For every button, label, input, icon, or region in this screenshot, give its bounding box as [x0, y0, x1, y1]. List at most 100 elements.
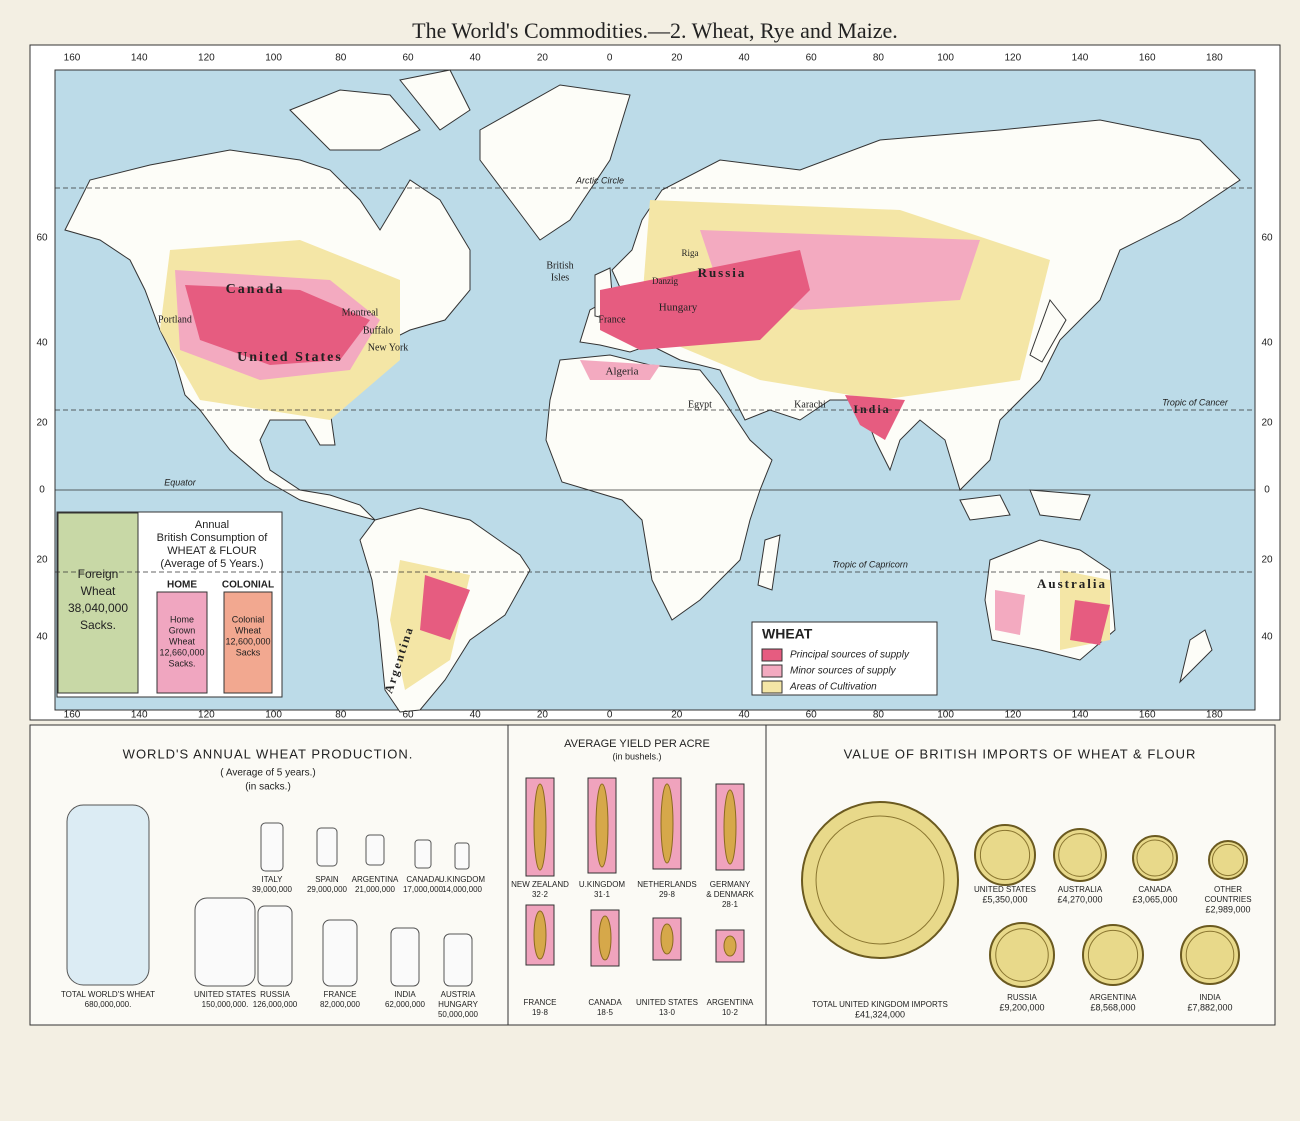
item-name: UNITED STATES [974, 885, 1036, 894]
sack-icon [365, 834, 385, 866]
inset-text: 12,600,000 [225, 636, 270, 646]
item-name: RUSSIA [260, 990, 290, 999]
latitude-label: 40 [36, 632, 48, 643]
inset-text: Sacks. [80, 618, 116, 632]
inset-text: Foreign [78, 567, 119, 581]
place-label: India [853, 402, 890, 416]
inset-heading: WHEAT & FLOUR [167, 545, 256, 557]
sack-icon [194, 897, 256, 987]
longitude-label: 0 [607, 53, 613, 64]
legend-label: Principal sources of supply [790, 650, 910, 661]
new-zealand [1179, 629, 1213, 684]
reference-line-label: Tropic of Capricorn [832, 559, 908, 569]
longitude-label: 140 [1072, 710, 1089, 721]
place-label: Canada [226, 282, 285, 297]
coin-rim [1087, 929, 1139, 981]
legend-label: Minor sources of supply [790, 666, 897, 677]
inset-text: Wheat [81, 584, 116, 598]
sack-icon [414, 839, 432, 869]
item-value: 19·8 [532, 1008, 549, 1017]
item-value: 31·1 [594, 890, 611, 899]
panel-title: WORLD'S ANNUAL WHEAT PRODUCTION. [123, 746, 414, 761]
principal-zone [845, 395, 905, 440]
longitude-label: 40 [470, 710, 482, 721]
item-value: £4,270,000 [1057, 894, 1102, 904]
arctic-islands [399, 69, 471, 131]
indonesia [959, 494, 1011, 521]
principal-zone [185, 285, 370, 365]
sack-icon [260, 822, 284, 872]
coin-rim [979, 829, 1031, 881]
item-value: 14,000,000 [442, 885, 483, 894]
reference-line-label: Tropic of Cancer [1162, 397, 1229, 407]
sack-icon [454, 842, 470, 870]
item-name: ARGENTINA [1090, 993, 1137, 1002]
coin [1053, 828, 1107, 882]
item-value: £2,989,000 [1205, 904, 1250, 914]
item-name: SPAIN [315, 875, 339, 884]
reference-line-label: Equator [164, 477, 197, 487]
longitude-label: 180 [1206, 53, 1223, 64]
longitude-label: 160 [64, 710, 81, 721]
coin-rim [1211, 843, 1245, 877]
item-name: FRANCE [524, 998, 557, 1007]
latitude-label: 40 [36, 338, 48, 349]
item-name: INDIA [394, 990, 416, 999]
place-label: Danzig [652, 276, 678, 286]
item-name: HUNGARY [438, 1000, 479, 1009]
principal-zone [420, 575, 470, 640]
longitude-label: 100 [265, 710, 282, 721]
place-label: Egypt [688, 399, 712, 410]
longitude-label: 140 [131, 53, 148, 64]
place-label: Isles [551, 272, 569, 283]
item-value: 29,000,000 [307, 885, 348, 894]
wheat-ear [598, 915, 612, 961]
longitude-label: 60 [402, 710, 414, 721]
inset-heading: (Average of 5 Years.) [160, 558, 263, 570]
inset-text: Wheat [235, 625, 262, 635]
place-label: France [598, 314, 626, 325]
longitude-label: 20 [537, 710, 549, 721]
longitude-label: 120 [1004, 53, 1021, 64]
wheat-ear [533, 910, 547, 960]
item-name: COUNTRIES [1204, 895, 1251, 904]
place-label: Australia [1037, 576, 1107, 591]
place-label: Montreal [342, 307, 379, 318]
place-label: Portland [158, 314, 192, 325]
longitude-label: 20 [537, 53, 549, 64]
inset-heading: British Consumption of [157, 532, 269, 544]
item-value: £9,200,000 [999, 1002, 1044, 1012]
item-value: 17,000,000 [403, 885, 444, 894]
place-label: Riga [682, 248, 699, 258]
panel-subtitle: (in bushels.) [612, 751, 661, 761]
inset-text: Home [170, 614, 194, 624]
longitude-label: 120 [198, 53, 215, 64]
item-name: TOTAL UNITED KINGDOM IMPORTS [812, 1000, 948, 1009]
item-value: 28·1 [722, 900, 739, 909]
principal-zone [1070, 600, 1110, 645]
minor-zone [580, 360, 660, 380]
latitude-label: 40 [1261, 338, 1273, 349]
legend-title: WHEAT [762, 626, 813, 642]
item-name: CANADA [1138, 885, 1172, 894]
page-title: The World's Commodities.—2. Wheat, Rye a… [412, 18, 898, 43]
item-value: 150,000,000. [202, 1000, 249, 1009]
longitude-label: 100 [265, 53, 282, 64]
item-name: ITALY [261, 875, 283, 884]
place-label: Russia [698, 265, 747, 280]
longitude-label: 40 [738, 53, 750, 64]
longitude-label: 120 [1004, 710, 1021, 721]
foreign-wheat-block [57, 512, 139, 694]
place-label: Buffalo [363, 325, 393, 336]
africa [545, 354, 773, 621]
latitude-label: 20 [36, 555, 48, 566]
inset-text: Grown [169, 625, 196, 635]
item-value: 126,000,000 [253, 1000, 298, 1009]
item-name: GERMANY [710, 880, 751, 889]
item-name: ARGENTINA [352, 875, 399, 884]
sack-icon [316, 827, 338, 867]
legend-swatch [761, 680, 783, 694]
greenland [479, 84, 631, 241]
inset-text: 12,660,000 [159, 647, 204, 657]
